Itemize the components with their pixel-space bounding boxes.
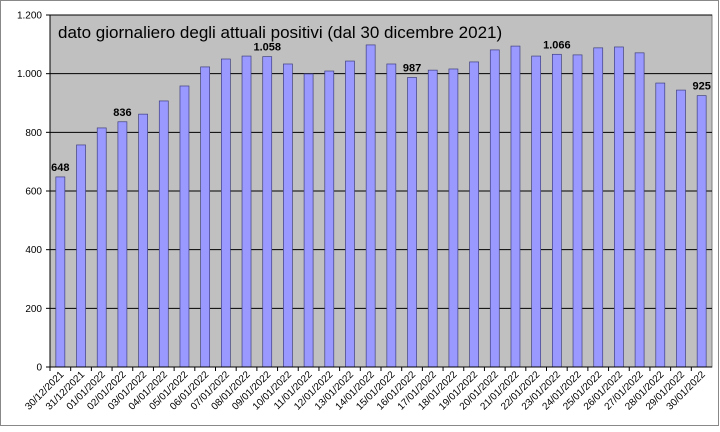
y-tick-label: 0 — [36, 363, 42, 374]
bar — [241, 55, 252, 368]
y-tick-label: 1.200 — [17, 11, 42, 22]
bar — [283, 63, 293, 368]
chart-title: dato giornaliero degli attuali positivi … — [58, 23, 502, 42]
bar — [551, 53, 562, 368]
y-tick-label: 400 — [25, 245, 42, 256]
y-tick-label: 600 — [25, 187, 42, 198]
bar — [262, 56, 273, 368]
bar — [676, 89, 686, 368]
bar — [634, 52, 645, 368]
bar — [55, 176, 66, 368]
y-tick-label: 800 — [25, 128, 42, 139]
bar — [510, 45, 521, 368]
bar — [324, 70, 335, 368]
value-label: 836 — [113, 107, 131, 119]
bar — [614, 46, 624, 368]
bar — [117, 121, 128, 368]
bar — [200, 66, 211, 368]
bar — [96, 127, 107, 368]
bar — [407, 77, 417, 368]
bar — [572, 54, 583, 368]
bars — [55, 44, 707, 368]
bar — [696, 95, 707, 368]
bar — [365, 44, 376, 368]
bar — [76, 144, 86, 368]
bar — [531, 55, 542, 368]
bar — [158, 100, 169, 368]
value-label: 648 — [51, 162, 69, 174]
bar — [179, 85, 190, 368]
bar — [448, 68, 459, 368]
bar — [345, 60, 355, 368]
bar — [655, 82, 666, 368]
value-label: 1.066 — [543, 39, 571, 51]
bar — [489, 49, 500, 368]
bar — [386, 63, 397, 368]
value-label: 925 — [692, 81, 710, 93]
bar — [469, 61, 479, 368]
bar — [303, 73, 314, 368]
bar — [593, 47, 604, 368]
bar — [427, 69, 438, 368]
value-label: 987 — [403, 62, 421, 74]
value-label: 1.058 — [253, 42, 281, 54]
bar — [138, 113, 148, 368]
y-tick-label: 200 — [25, 304, 42, 315]
bar — [220, 58, 231, 368]
y-tick-label: 1.000 — [17, 69, 42, 80]
